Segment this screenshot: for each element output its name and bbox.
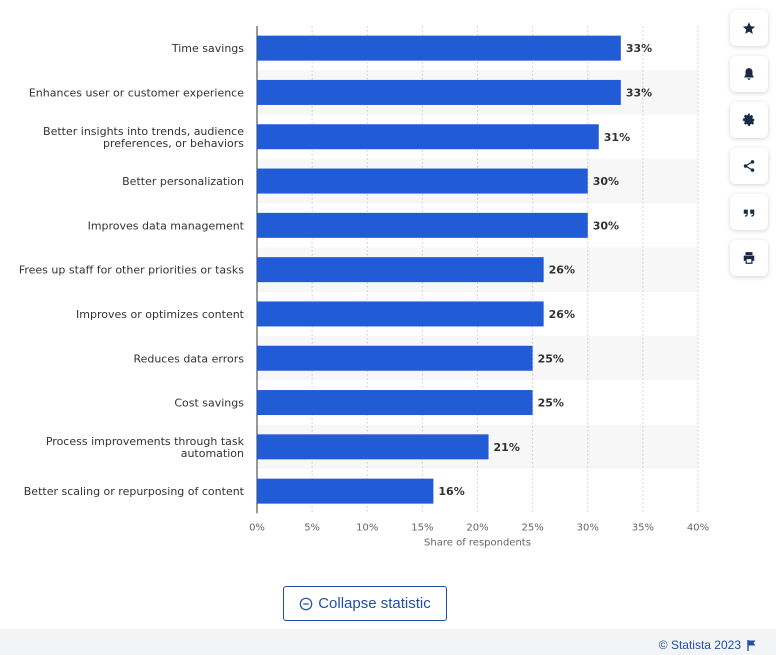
bar: [257, 212, 588, 238]
print-button[interactable]: [730, 240, 768, 276]
category-label: Cost savings: [174, 397, 244, 410]
category-label: automation: [181, 447, 244, 460]
data-label: 21%: [494, 441, 520, 454]
category-label: Process improvements through task: [46, 435, 245, 448]
category-label: Better personalization: [122, 175, 244, 188]
x-tick-label: 5%: [304, 522, 320, 533]
bar: [257, 478, 434, 504]
collapse-statistic-label: Collapse statistic: [318, 595, 431, 612]
data-label: 16%: [438, 485, 464, 498]
x-axis-title: Share of respondents: [424, 537, 531, 548]
category-label: Better insights into trends, audience: [43, 125, 244, 138]
settings-button[interactable]: [730, 102, 768, 138]
minus-circle-icon: [299, 597, 313, 611]
bar: [257, 301, 544, 327]
bar: [257, 79, 621, 105]
data-label: 33%: [626, 42, 652, 55]
print-icon: [743, 252, 755, 264]
bar: [257, 35, 621, 61]
x-tick-label: 10%: [356, 522, 378, 533]
x-tick-label: 30%: [577, 522, 599, 533]
data-label: 26%: [549, 308, 575, 321]
bar: [257, 390, 533, 416]
category-label: Improves data management: [88, 219, 245, 232]
category-label: Enhances user or customer experience: [29, 86, 244, 99]
chart-toolbar: [730, 10, 768, 286]
footer-band: [0, 629, 776, 655]
collapse-statistic-button[interactable]: Collapse statistic: [283, 586, 447, 621]
data-label: 25%: [538, 352, 564, 365]
favorite-button[interactable]: [730, 10, 768, 46]
data-label: 30%: [593, 175, 619, 188]
category-label: Improves or optimizes content: [76, 308, 245, 321]
x-tick-label: 25%: [522, 522, 544, 533]
share-icon: [743, 160, 755, 172]
cite-button[interactable]: [730, 194, 768, 230]
quote-icon: [743, 209, 755, 217]
category-label: Reduces data errors: [133, 352, 244, 365]
statista-credit[interactable]: © Statista 2023: [659, 638, 756, 652]
bar: [257, 257, 544, 283]
data-label: 33%: [626, 86, 652, 99]
bell-icon: [744, 68, 754, 80]
flag-icon: [747, 639, 756, 651]
x-tick-label: 0%: [249, 522, 265, 533]
gear-icon: [742, 113, 755, 126]
x-tick-label: 35%: [632, 522, 654, 533]
x-tick-label: 40%: [687, 522, 709, 533]
data-label: 30%: [593, 219, 619, 232]
bar: [257, 168, 588, 194]
bar: [257, 345, 533, 371]
bar: [257, 124, 599, 150]
data-label: 25%: [538, 397, 564, 410]
category-label: preferences, or behaviors: [103, 137, 244, 150]
category-label: Time savings: [171, 42, 244, 55]
share-button[interactable]: [730, 148, 768, 184]
data-label: 31%: [604, 131, 630, 144]
data-label: 26%: [549, 264, 575, 277]
notification-button[interactable]: [730, 56, 768, 92]
bar-chart: 33% Time savings 33% Enhances user or custo…: [19, 26, 709, 548]
category-label: Frees up staff for other priorities or t…: [19, 264, 244, 277]
x-tick-label: 15%: [411, 522, 433, 533]
category-label: Better scaling or repurposing of content: [24, 485, 245, 498]
bar: [257, 434, 489, 460]
star-icon: [742, 22, 756, 34]
x-tick-label: 20%: [466, 522, 488, 533]
credit-text: © Statista 2023: [658, 638, 741, 652]
